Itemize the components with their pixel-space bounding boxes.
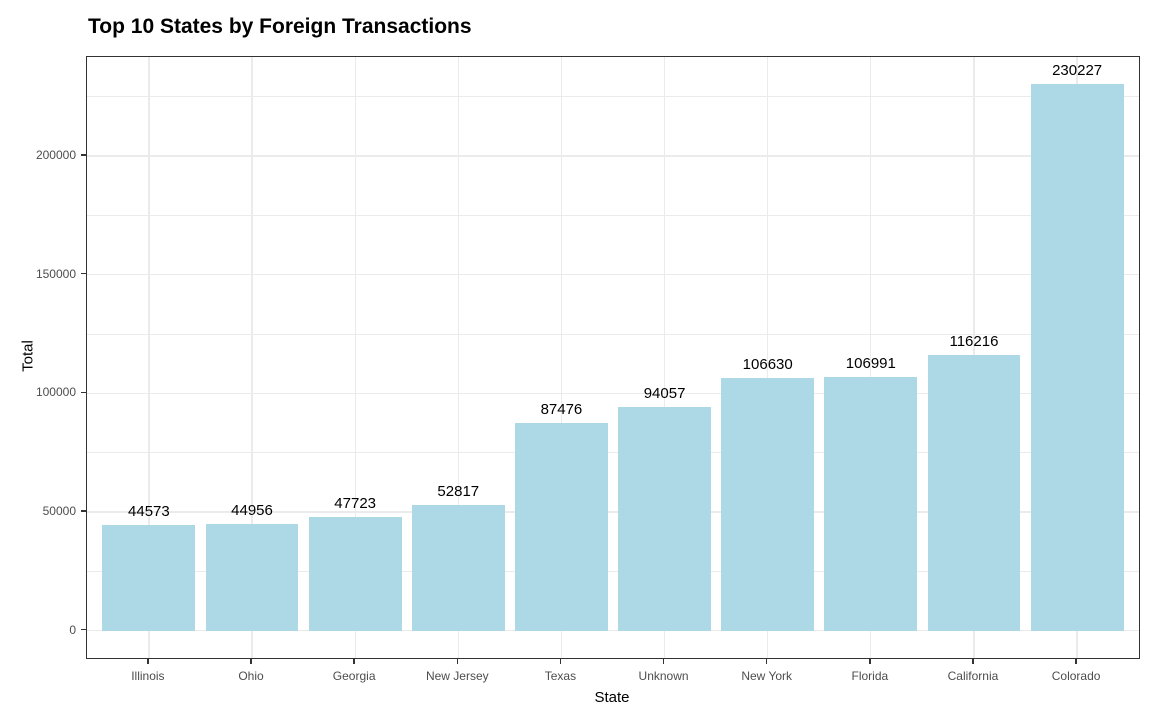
- x-tick-mark: [250, 658, 252, 664]
- bar: [824, 376, 918, 631]
- x-tick-mark: [1075, 658, 1077, 664]
- plot-panel: 44573 44956 47723 52817 87476 94057 106630 1069…: [86, 56, 1140, 659]
- chart-title: Top 10 States by Foreign Transactions: [88, 15, 472, 38]
- y-tick-label: 200000: [35, 148, 76, 163]
- x-tick-mark: [662, 658, 665, 664]
- x-tick-mark: [972, 658, 974, 664]
- x-tick-mark: [353, 658, 355, 664]
- bar-value-label: 94057: [643, 385, 686, 403]
- bar: [411, 505, 505, 631]
- bar-value-label: 230227: [1052, 62, 1103, 80]
- x-tick-label: Texas: [544, 669, 577, 683]
- y-tick-label: 100000: [35, 385, 76, 400]
- x-tick-mark: [559, 658, 562, 664]
- gridline-minor-h: [87, 452, 1139, 454]
- x-tick-label: Ohio: [238, 669, 264, 683]
- gridline-major-v: [663, 57, 666, 658]
- x-tick-label: Colorado: [1051, 669, 1101, 683]
- x-tick-label: Unknown: [638, 669, 689, 683]
- gridline-major-h: [87, 511, 1139, 513]
- x-tick-mark: [766, 658, 768, 664]
- gridline-major-v: [148, 57, 150, 658]
- bar: [308, 517, 402, 631]
- y-tick-label: 50000: [42, 504, 76, 519]
- gridline-major-h: [87, 274, 1139, 276]
- bar: [205, 523, 299, 631]
- bar-value-label: 87476: [540, 401, 583, 419]
- gridline-major-h: [87, 630, 1139, 632]
- gridline-major-v: [457, 57, 459, 658]
- gridline-major-h: [87, 392, 1139, 394]
- x-tick-mark: [456, 658, 458, 664]
- y-tick-mark: [81, 154, 86, 156]
- bar: [721, 377, 815, 631]
- bar-value-label: 47723: [334, 495, 377, 513]
- x-tick-label: Georgia: [332, 669, 376, 683]
- gridline-major-v: [354, 57, 356, 658]
- bar-value-label: 44573: [128, 502, 170, 520]
- bar: [102, 524, 196, 631]
- y-tick-label: 0: [69, 622, 76, 637]
- bar: [1030, 84, 1124, 631]
- x-tick-label: New Jersey: [425, 669, 489, 683]
- y-tick-mark: [81, 273, 86, 275]
- bar: [927, 354, 1021, 631]
- x-tick-mark: [869, 658, 871, 664]
- y-tick-mark: [81, 628, 86, 631]
- bar-value-label: 52817: [437, 483, 480, 501]
- gridline-minor-h: [87, 214, 1139, 216]
- gridline-minor-h: [87, 96, 1139, 98]
- x-tick-label: Florida: [851, 669, 889, 683]
- gridline-minor-h: [87, 333, 1139, 335]
- gridline-major-v: [251, 57, 253, 658]
- gridline-major-v: [870, 57, 872, 658]
- bar-value-label: 106991: [845, 354, 896, 372]
- bar: [515, 423, 608, 631]
- x-axis-title: State: [594, 689, 630, 706]
- gridline-major-v: [560, 57, 563, 658]
- y-tick-mark: [81, 391, 86, 394]
- bar: [618, 407, 711, 631]
- y-tick-label: 150000: [35, 266, 76, 281]
- gridline-minor-h: [87, 570, 1139, 572]
- x-tick-label: New York: [741, 669, 793, 683]
- y-tick-mark: [81, 510, 86, 512]
- gridline-major-h: [87, 155, 1139, 157]
- x-tick-label: Illinois: [131, 669, 165, 683]
- bar-value-label: 106630: [742, 355, 793, 373]
- bar-value-label: 116216: [949, 332, 999, 350]
- gridline-major-v: [767, 57, 769, 658]
- bar-value-label: 44956: [231, 501, 273, 519]
- x-tick-label: California: [947, 669, 999, 683]
- x-tick-mark: [147, 658, 149, 664]
- y-axis-title: Total: [19, 340, 37, 372]
